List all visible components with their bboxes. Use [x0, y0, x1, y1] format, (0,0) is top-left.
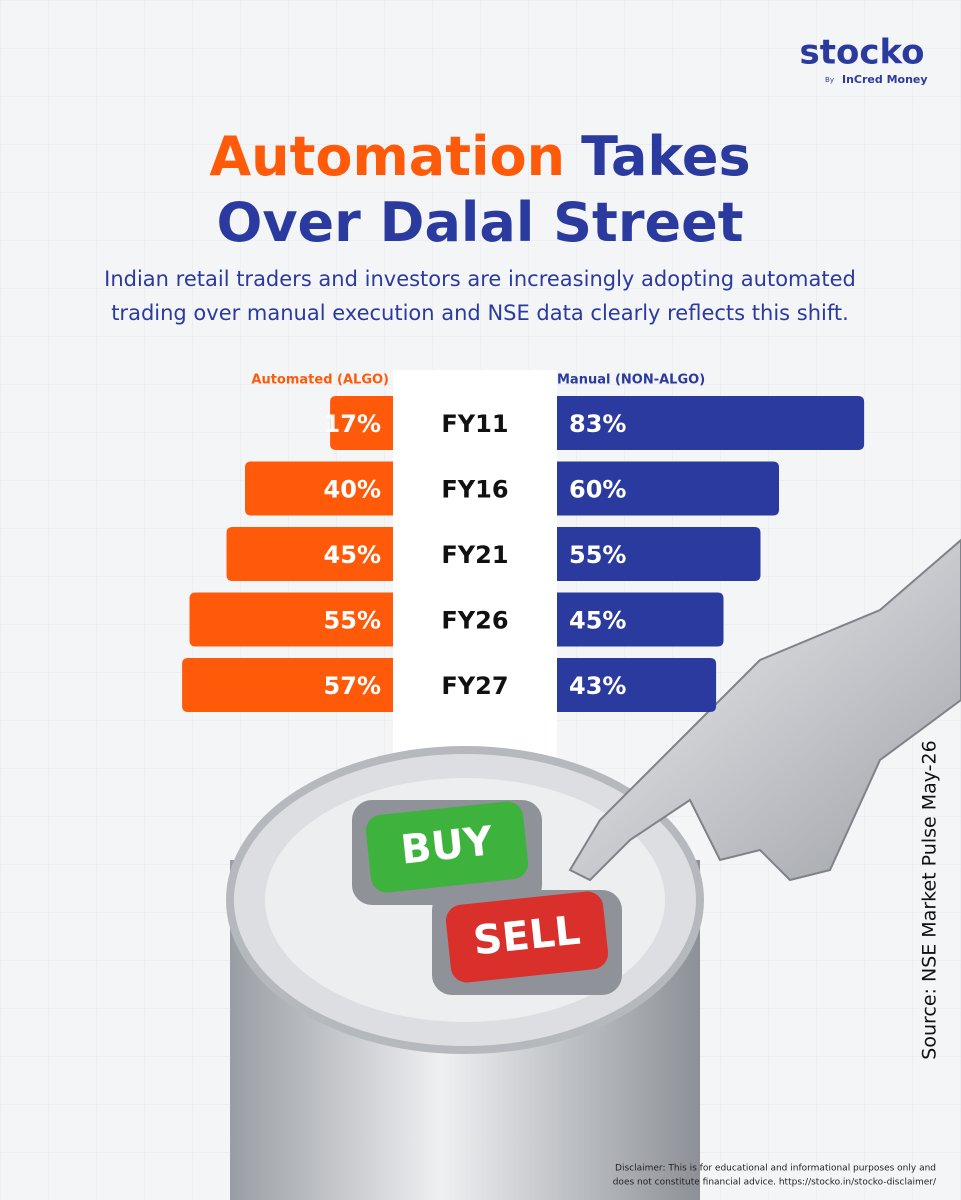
value-label: 43%	[569, 672, 626, 700]
bar	[330, 396, 393, 450]
legend-label: Manual (NON-ALGO)	[557, 373, 705, 388]
legend-label: Automated (ALGO)	[251, 373, 389, 388]
bar	[557, 658, 717, 712]
title-segment: Over Dalal Street	[216, 191, 743, 254]
value-label: 60%	[569, 476, 626, 504]
value-label: 57%	[324, 672, 381, 700]
title-segment: Takes	[581, 125, 751, 188]
disclaimer: does not constitute financial advice. ht…	[613, 1178, 937, 1188]
robot-hand	[568, 538, 961, 882]
bar	[245, 461, 393, 516]
bar	[557, 461, 779, 516]
disclaimer: Disclaimer: This is for educational and …	[615, 1164, 936, 1174]
subtitle: trading over manual execution and NSE da…	[111, 301, 849, 325]
category-label: FY16	[441, 476, 508, 504]
bar	[557, 592, 724, 647]
chart-title: Over Dalal Street	[216, 191, 743, 254]
brand-by: By	[825, 76, 834, 84]
button-device	[226, 746, 704, 1200]
value-label: 45%	[324, 541, 381, 569]
source: Source: NSE Market Pulse May-26	[919, 740, 941, 1059]
category-label: FY27	[441, 672, 508, 700]
button-label: SELL	[471, 908, 582, 965]
brand-partner: InCred Money	[842, 73, 928, 86]
value-label: 17%	[324, 410, 381, 438]
value-label: 83%	[569, 410, 626, 438]
bar	[557, 396, 865, 450]
title-segment: Automation	[209, 125, 565, 188]
subtitle: Indian retail traders and investors are …	[104, 267, 856, 291]
value-label: 55%	[569, 541, 626, 569]
bar	[226, 527, 393, 581]
bar	[557, 527, 761, 581]
category-label: FY11	[441, 410, 508, 438]
value-label: 55%	[324, 607, 381, 635]
value-label: 45%	[569, 607, 626, 635]
bar	[182, 658, 393, 712]
chart-title: Automation Takes	[209, 125, 750, 188]
category-label: FY21	[441, 541, 508, 569]
value-label: 40%	[324, 476, 381, 504]
bar	[189, 592, 393, 647]
button-label: BUY	[399, 818, 496, 873]
center-column	[393, 370, 557, 770]
brand-name: stocko	[799, 33, 924, 73]
category-label: FY26	[441, 607, 508, 635]
